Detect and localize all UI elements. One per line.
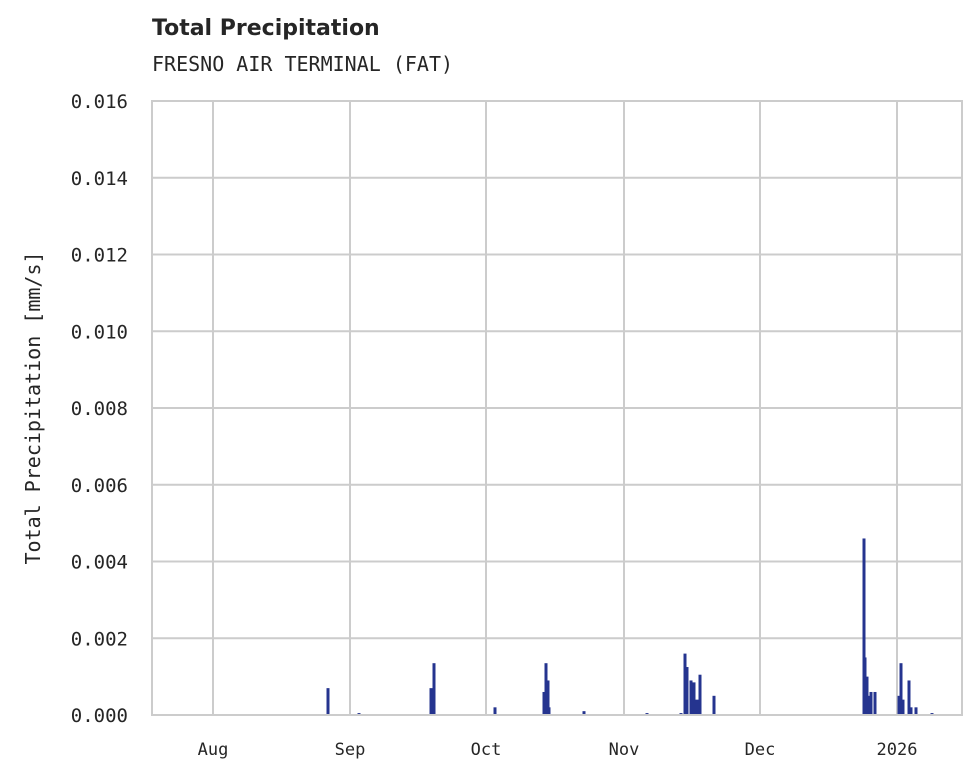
precip-bar (901, 699, 905, 715)
y-tick-label: 0.012 (71, 245, 128, 267)
precip-bar (698, 674, 702, 715)
precip-bar (865, 676, 869, 715)
precip-bar (432, 663, 436, 715)
y-axis-ticks: 0.000 0.002 0.004 0.006 0.008 0.010 0.012 0.014… (71, 91, 128, 727)
precip-bar (544, 663, 548, 715)
x-tick-label: Nov (609, 740, 640, 760)
y-tick-label: 0.014 (71, 168, 128, 190)
y-tick-label: 0.010 (71, 321, 128, 343)
precip-bar (914, 707, 918, 715)
plot-frame (151, 100, 963, 716)
precip-bar (689, 680, 693, 715)
precip-bar (907, 680, 911, 715)
precip-bar (873, 691, 877, 715)
precip-bar (909, 707, 913, 715)
y-tick-label: 0.000 (71, 705, 128, 727)
y-tick-label: 0.008 (71, 398, 128, 420)
precip-bar (712, 695, 716, 715)
precip-bar (897, 695, 901, 715)
precip-bar (547, 707, 551, 715)
precip-bar (582, 711, 586, 715)
x-tick-label: Dec (745, 740, 776, 760)
chart-subtitle: FRESNO AIR TERMINAL (FAT) (152, 52, 454, 76)
y-tick-label: 0.016 (71, 91, 128, 113)
precipitation-bars (326, 538, 934, 715)
precip-bar (326, 688, 330, 715)
y-tick-label: 0.002 (71, 628, 128, 650)
precip-bar (493, 707, 497, 715)
x-tick-label: Sep (335, 740, 366, 760)
precip-bar (695, 699, 699, 715)
precip-bar (542, 691, 546, 715)
grid-lines (152, 100, 962, 716)
precip-bar (546, 680, 550, 715)
precip-bar (692, 682, 696, 715)
precip-bar (869, 691, 873, 715)
x-axis-ticks: Aug Sep Oct Nov Dec 2026 (198, 740, 918, 760)
precip-bar (863, 657, 867, 715)
y-tick-label: 0.004 (71, 552, 128, 574)
precip-bar (683, 653, 687, 715)
precip-bar (685, 667, 689, 715)
y-tick-label: 0.006 (71, 475, 128, 497)
x-tick-label: 2026 (877, 740, 918, 760)
precip-bar (862, 538, 866, 715)
x-tick-label: Aug (198, 740, 229, 760)
precip-bar (867, 695, 871, 715)
precip-bar (899, 663, 903, 715)
x-tick-label: Oct (471, 740, 502, 760)
chart-title: Total Precipitation (152, 16, 380, 41)
precip-bar (429, 688, 433, 715)
